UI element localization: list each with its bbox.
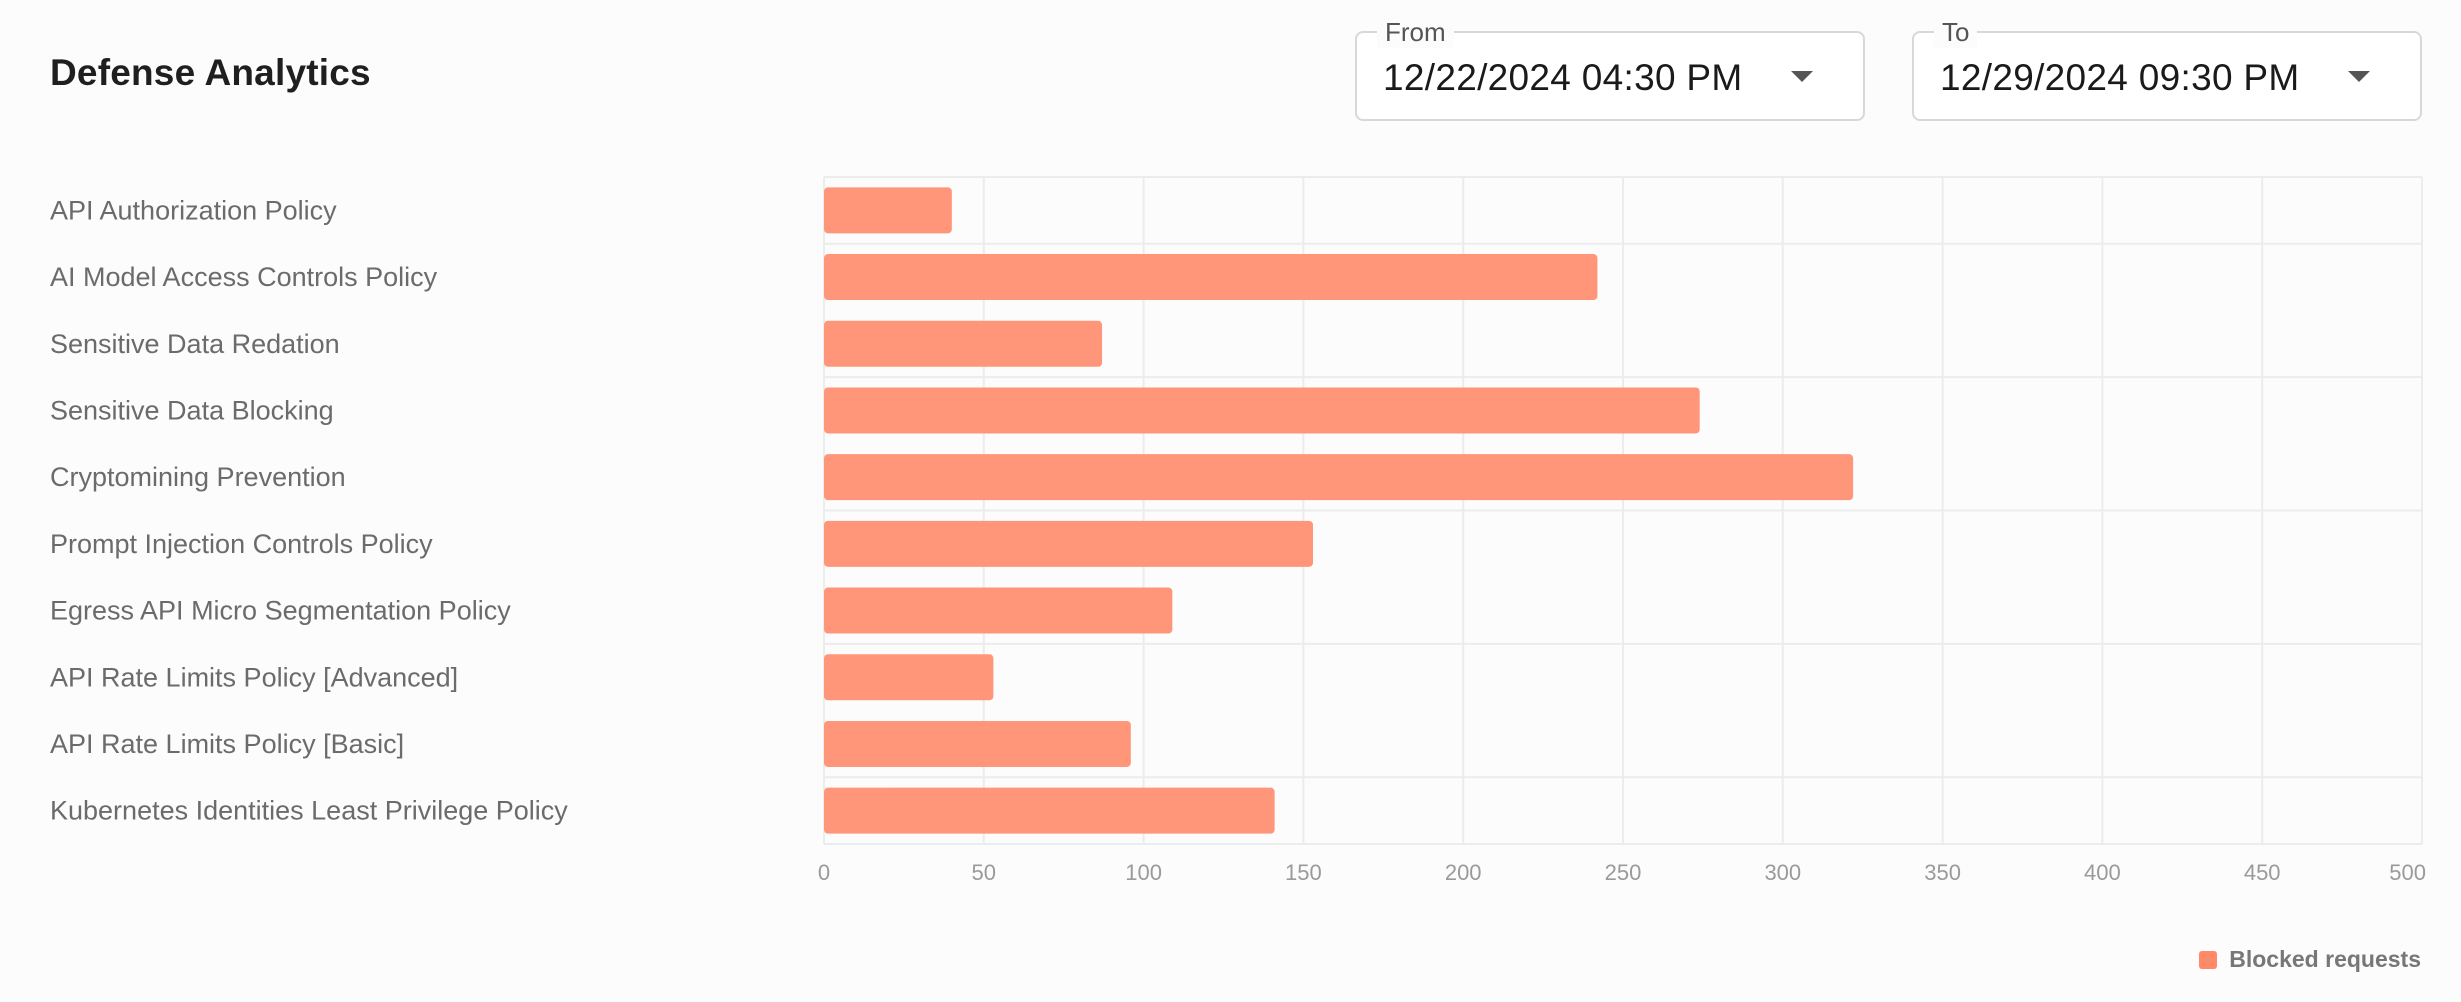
- x-tick-label: 500: [2389, 860, 2426, 885]
- category-label: Sensitive Data Blocking: [50, 395, 334, 425]
- bar: [824, 587, 1173, 634]
- bar: [824, 520, 1313, 567]
- bar: [824, 187, 952, 234]
- x-axis-ticks: 0 50 100 150 200 250 300 350 400 450 500: [818, 860, 2426, 885]
- chevron-down-icon[interactable]: [2348, 71, 2370, 82]
- from-date-picker[interactable]: From 12/22/2024 04:30 PM: [1355, 16, 1865, 121]
- category-label: Prompt Injection Controls Policy: [50, 529, 433, 559]
- category-label: API Rate Limits Policy [Basic]: [50, 729, 404, 759]
- x-tick-label: 300: [1764, 860, 1801, 885]
- x-tick-label: 100: [1125, 860, 1162, 885]
- category-label: Kubernetes Identities Least Privilege Po…: [50, 796, 568, 826]
- bar: [824, 387, 1700, 434]
- x-tick-label: 350: [1924, 860, 1961, 885]
- to-date-value: 12/29/2024 09:30 PM: [1940, 57, 2300, 98]
- legend-swatch: [2199, 950, 2218, 969]
- x-tick-label: 450: [2244, 860, 2281, 885]
- category-label: AI Model Access Controls Policy: [50, 262, 438, 292]
- to-date-picker[interactable]: To 12/29/2024 09:30 PM: [1912, 16, 2422, 121]
- bar: [824, 254, 1598, 301]
- page-title: Defense Analytics: [50, 52, 371, 93]
- category-label: Cryptomining Prevention: [50, 462, 346, 492]
- category-label: API Authorization Policy: [50, 195, 337, 225]
- bar: [824, 787, 1275, 834]
- x-tick-label: 50: [972, 860, 996, 885]
- category-label: Egress API Micro Segmentation Policy: [50, 596, 511, 626]
- x-tick-label: 0: [818, 860, 830, 885]
- bar: [824, 720, 1131, 767]
- chevron-down-icon[interactable]: [1791, 71, 1813, 82]
- bar: [824, 320, 1103, 367]
- bar: [824, 454, 1854, 501]
- category-label: API Rate Limits Policy [Advanced]: [50, 662, 458, 692]
- x-tick-label: 400: [2084, 860, 2121, 885]
- bar: [824, 654, 994, 701]
- category-labels: API Authorization Policy AI Model Access …: [50, 195, 568, 825]
- legend-label: Blocked requests: [2229, 946, 2421, 972]
- to-date-label: To: [1934, 16, 1978, 48]
- from-date-label: From: [1377, 16, 1454, 48]
- chart-bars: [824, 187, 1854, 834]
- bar-chart: API Authorization Policy AI Model Access …: [50, 176, 2426, 885]
- category-label: Sensitive Data Redation: [50, 329, 340, 359]
- x-tick-label: 200: [1445, 860, 1482, 885]
- x-tick-label: 250: [1605, 860, 1642, 885]
- chart-legend: Blocked requests: [2199, 946, 2421, 973]
- from-date-value: 12/22/2024 04:30 PM: [1383, 57, 1743, 98]
- x-tick-label: 150: [1285, 860, 1322, 885]
